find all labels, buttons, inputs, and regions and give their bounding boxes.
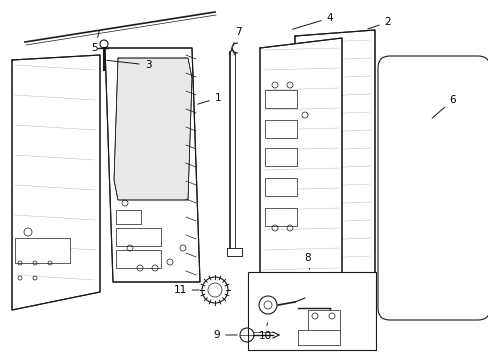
Polygon shape <box>114 58 192 200</box>
Bar <box>264 90 296 108</box>
Text: 7: 7 <box>232 27 241 45</box>
Bar <box>15 238 70 263</box>
Polygon shape <box>105 48 200 282</box>
Text: 11: 11 <box>173 285 199 295</box>
Text: 9: 9 <box>213 330 237 340</box>
Text: 10: 10 <box>258 323 271 341</box>
Polygon shape <box>294 30 374 288</box>
Polygon shape <box>260 38 341 294</box>
Text: 6: 6 <box>431 95 455 118</box>
Polygon shape <box>226 248 242 256</box>
Bar <box>297 330 339 345</box>
Bar <box>264 148 296 166</box>
Text: 1: 1 <box>197 93 221 104</box>
Bar <box>116 210 141 224</box>
Bar <box>307 310 339 332</box>
Polygon shape <box>12 55 100 310</box>
Bar <box>247 272 375 350</box>
Bar <box>264 120 296 138</box>
Text: 2: 2 <box>367 17 390 29</box>
Bar <box>264 208 296 226</box>
Text: 5: 5 <box>92 31 99 53</box>
FancyBboxPatch shape <box>377 56 488 320</box>
Text: 3: 3 <box>106 60 151 70</box>
Bar <box>116 250 161 268</box>
Text: 4: 4 <box>292 13 333 29</box>
Bar <box>116 228 161 246</box>
Text: 8: 8 <box>304 253 311 269</box>
Bar <box>264 178 296 196</box>
